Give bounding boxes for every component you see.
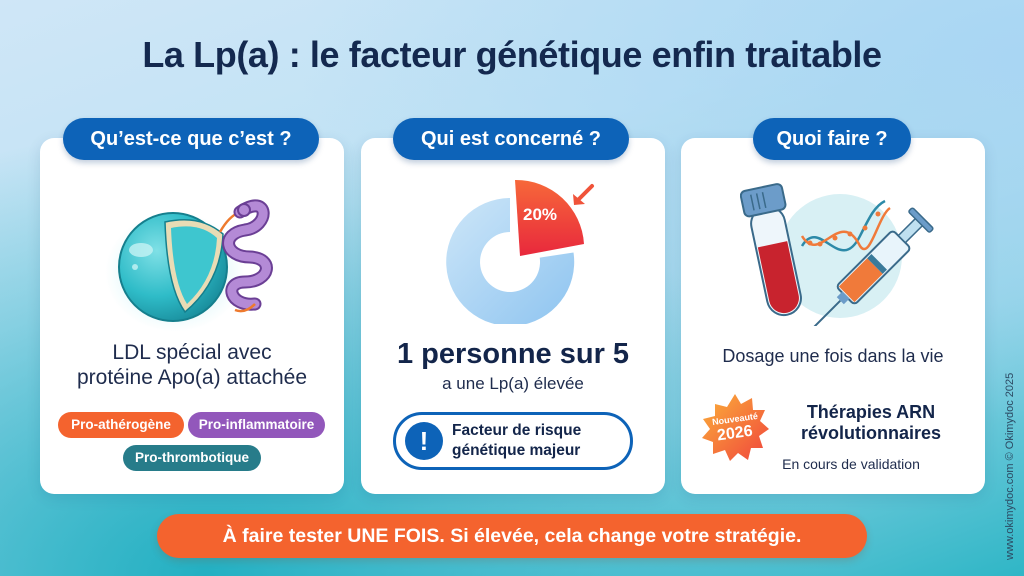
- test-tube-dna-syringe-icon: [740, 183, 934, 326]
- risk-line-1: Facteur de risque: [452, 422, 582, 439]
- card-header-who-is-concerned: Qui est concerné ?: [393, 118, 629, 160]
- definition-line-2: protéine Apo(a) attachée: [77, 366, 307, 389]
- definition-line-1: LDL spécial avec: [112, 341, 272, 364]
- tag-pro-inflammatory: Pro-inflammatoire: [188, 412, 325, 438]
- call-to-action-banner: À faire tester UNE FOIS. Si élevée, cela…: [157, 514, 867, 558]
- risk-factor-callout: ! Facteur de risque génétique majeur: [393, 412, 633, 470]
- exclamation-icon: !: [405, 422, 443, 460]
- dosage-recommendation: Dosage une fois dans la vie: [722, 346, 944, 366]
- rna-therapies-title: Thérapies ARN révolutionnaires: [771, 402, 971, 444]
- statistic-subtext: a une Lp(a) élevée: [442, 374, 584, 393]
- tag-pro-thrombotic: Pro-thrombotique: [123, 445, 261, 471]
- risk-factor-text: Facteur de risque génétique majeur: [452, 421, 628, 461]
- percentage-label: 20%: [523, 205, 557, 224]
- new-2026-badge-icon: [702, 394, 769, 461]
- therapy-line-2: révolutionnaires: [800, 423, 942, 443]
- card-header-what-is-it: Qu’est-ce que c’est ?: [63, 118, 319, 160]
- tag-pro-atherogenic: Pro-athérogène: [58, 412, 184, 438]
- page-title: La Lp(a) : le facteur génétique enfin tr…: [142, 34, 882, 75]
- card-header-what-to-do: Quoi faire ?: [753, 118, 911, 160]
- lpa-definition: LDL spécial avec protéine Apo(a) attaché…: [40, 340, 344, 390]
- donut-chart-icon: 20%: [446, 179, 594, 324]
- therapy-line-1: Thérapies ARN: [806, 402, 936, 422]
- statistic-headline: 1 personne sur 5: [396, 338, 630, 370]
- copyright-notice: www.okimydoc.com © Okimydoc 2025: [1004, 372, 1016, 560]
- rna-therapies-status: En cours de validation: [782, 456, 920, 472]
- lipoprotein-particle-icon: [105, 199, 273, 332]
- risk-line-2: génétique majeur: [452, 442, 581, 459]
